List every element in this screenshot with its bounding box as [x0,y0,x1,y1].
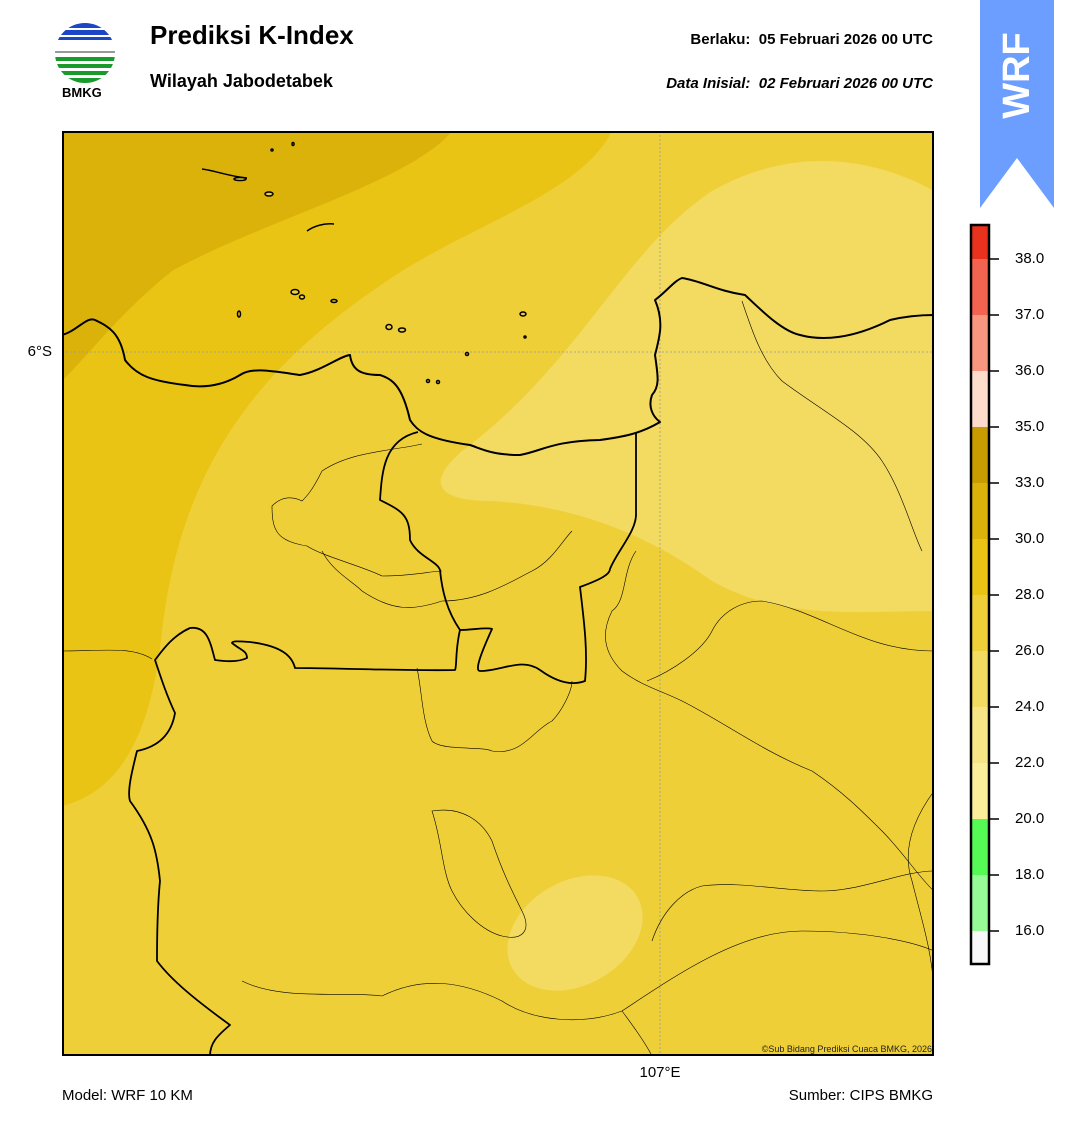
wrf-banner [980,0,1054,208]
colorbar-tick-label: 37.0 [1015,306,1045,323]
field-24-26 [507,875,643,991]
colorbar-tick-label: 36.0 [1015,362,1045,379]
colorbar-segment [971,875,989,931]
colorbar-tick-label: 38.0 [1015,250,1045,267]
district-boundaries [62,300,934,1056]
colorbar-segment [971,931,989,964]
islands [201,141,527,385]
field-24-26 [440,161,934,613]
field-28-30 [62,131,612,806]
colorbar-tick-label: 24.0 [1015,698,1045,715]
colorbar-tick-label: 26.0 [1015,642,1045,659]
region-subtitle: Wilayah Jabodetabek [150,71,333,91]
initial-time: Data Inisial: 02 Februari 2026 00 UTC [666,75,933,92]
colorbar-tick-label: 22.0 [1015,754,1045,771]
colorbar-tick-label: 33.0 [1015,474,1045,491]
field-30-33 [62,131,452,381]
colorbar-segment [971,371,989,427]
page-title: Prediksi K-Index [150,20,354,50]
colorbar-segment [971,225,989,259]
colorbar [969,223,999,966]
colorbar-segment [971,651,989,707]
valid-time: Berlaku: 05 Februari 2026 00 UTC [690,31,933,48]
colorbar-segment [971,427,989,483]
source-label: Sumber: CIPS BMKG [788,1087,933,1104]
province-boundaries [128,431,637,1056]
wrf-label: WRF [995,31,1038,119]
colorbar-segment [971,819,989,875]
colorbar-segment [971,259,989,315]
colorbar-tick-label: 18.0 [1015,866,1045,883]
colorbar-tick-label: 28.0 [1015,586,1045,603]
coastline [62,277,934,456]
colorbar-segment [971,763,989,819]
map-frame [62,131,934,1056]
k-index-map [62,131,934,1056]
colorbar-tick-label: 35.0 [1015,418,1045,435]
model-label: Model: WRF 10 KM [62,1087,193,1104]
colorbar-tick-label: 30.0 [1015,530,1045,547]
colorbar-segment [971,539,989,595]
logo-text: BMKG [62,85,102,100]
lon-label: 107°E [639,1064,681,1081]
colorbar-segment [971,315,989,371]
colorbar-tick-label: 20.0 [1015,810,1045,827]
colorbar-tick-label: 16.0 [1015,922,1045,939]
colorbar-segment [971,483,989,539]
copyright-credit: ©Sub Bidang Prediksi Cuaca BMKG, 2026 [761,1044,932,1054]
bmkg-logo [55,23,115,83]
colorbar-segment [971,707,989,763]
colorbar-segment [971,595,989,651]
lat-label: 6°S [27,343,52,360]
